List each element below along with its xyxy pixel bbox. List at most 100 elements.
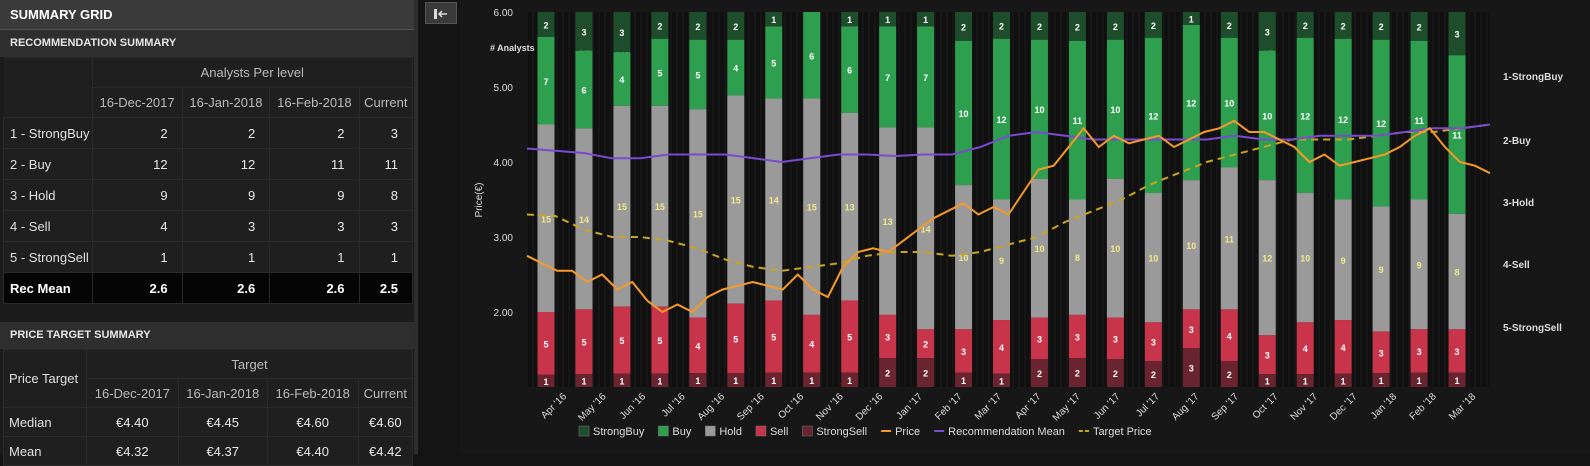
bar-segment-hold: [955, 185, 973, 330]
y-tick-label: 2.00: [494, 308, 514, 319]
bar-value-label: 4: [1341, 343, 1346, 353]
cell: 12: [91, 148, 183, 180]
table-row: 5 - StrongSell 1 1 1 1: [3, 241, 414, 273]
row-label: 4 - Sell: [3, 210, 93, 242]
bar-segment-buy: [917, 26, 935, 128]
bar-value-label: 13: [845, 203, 855, 213]
panel-title: SUMMARY GRID: [0, 0, 414, 30]
cell: €4.32: [86, 436, 179, 466]
bar-value-label: 1: [1455, 376, 1460, 386]
cell: €4.40: [86, 407, 179, 437]
row-label: 2 - Buy: [3, 148, 93, 180]
bar-segment-buy: [1144, 37, 1162, 194]
cell: 2.6: [91, 272, 183, 304]
bar-value-label: 2: [695, 22, 700, 32]
bar-value-label: 12: [1338, 115, 1348, 125]
bar-segment-hold: [1258, 180, 1276, 336]
recommendation-mean-line: [526, 123, 1491, 164]
bar-value-label: 10: [1110, 105, 1120, 115]
row-label: 3 - Hold: [3, 179, 93, 211]
bar-value-label: 12: [1376, 119, 1386, 129]
collapse-left-button[interactable]: [425, 2, 457, 24]
bar-value-label: 15: [541, 214, 551, 224]
bar-segment-sell: [1144, 322, 1162, 362]
bar-segment-sell: [803, 314, 821, 373]
bar-value-label: 2: [923, 369, 928, 379]
rec-col-header: Current: [358, 87, 414, 118]
bar-segment-strongsell: [1106, 359, 1124, 387]
bar-value-label: 5: [771, 333, 776, 343]
bar-segment-buy: [841, 26, 859, 113]
recommendation-table: Analysts Per level 16-Dec-2017 16-Jan-20…: [3, 57, 414, 304]
bar-segment-sell: [917, 329, 935, 359]
bar-value-label: 1: [733, 376, 738, 386]
bar-value-label: 3: [581, 27, 586, 37]
x-tick-label: Jun '17: [1092, 391, 1123, 422]
bar-value-label: 1: [543, 377, 548, 387]
bar-segment-sell: [1220, 309, 1238, 362]
bar-segment-strongbuy: [879, 12, 897, 27]
bar-segment-strongsell: [1296, 374, 1314, 387]
bar-segment-strongsell: [537, 374, 555, 387]
bar-segment-buy: [575, 50, 593, 129]
bar-value-label: 2: [961, 22, 966, 32]
bar-value-label: 14: [769, 196, 779, 206]
x-tick-label: Dec '16: [854, 391, 886, 423]
right-level-label: 4-Sell: [1503, 260, 1530, 271]
cell: €4.42: [357, 436, 414, 466]
bar-segment-strongsell: [1068, 358, 1086, 387]
bar-value-label: 2: [1037, 22, 1042, 32]
bar-segment-sell: [1334, 320, 1352, 374]
bar-segment-hold: [765, 98, 783, 301]
bar-segment-buy: [613, 52, 631, 106]
bar-value-label: 10: [1224, 99, 1234, 109]
pt-col-header: 16-Feb-2018: [266, 378, 359, 408]
bar-segment-strongbuy: [1144, 12, 1162, 38]
price-target-summary-header: PRICE TARGET SUMMARY: [0, 322, 414, 349]
legend-label: StrongBuy: [593, 426, 645, 438]
bar-segment-hold: [1068, 199, 1086, 315]
bar-segment-sell: [689, 317, 707, 374]
cell: 2.6: [181, 272, 271, 304]
bar-segment-strongsell: [1372, 373, 1390, 387]
bar-segment-hold: [1372, 206, 1390, 332]
x-tick-label: Sep '17: [1210, 391, 1242, 423]
bar-value-label: 1: [657, 376, 662, 386]
bar-value-label: 1: [581, 377, 586, 387]
bar-segment-hold: [1144, 193, 1162, 323]
bar-segment-strongsell: [689, 373, 707, 387]
bar-segment-sell: [1296, 322, 1314, 375]
bar-segment-strongsell: [1220, 361, 1238, 387]
bar-segment-strongbuy: [651, 12, 669, 39]
panel-splitter[interactable]: [414, 0, 418, 454]
bar-value-label: 4: [1227, 331, 1232, 341]
bar-value-label: 1: [999, 376, 1004, 386]
bar-value-label: 2: [1227, 21, 1232, 31]
cell: 4: [91, 210, 183, 242]
bar-segment-strongsell: [651, 373, 669, 387]
x-tick-label: Aug '17: [1170, 391, 1202, 423]
bar-value-label: 10: [1262, 111, 1272, 121]
bar-value-label: 1: [1303, 377, 1308, 387]
bar-segment-sell: [575, 309, 593, 375]
collapse-left-icon: [434, 8, 447, 19]
cell: 9: [181, 179, 271, 211]
bar-segment-hold: [841, 112, 859, 301]
bar-segment-sell: [955, 329, 973, 373]
bar-value-label: 5: [657, 336, 662, 346]
bar-value-label: 8: [1455, 268, 1460, 278]
bar-value-label: 2: [1417, 22, 1422, 32]
bar-segment-buy: [1448, 55, 1466, 214]
bar-value-label: 2: [1303, 21, 1308, 31]
bar-segment-sell: [1448, 329, 1466, 373]
bar-value-label: 3: [1455, 347, 1460, 357]
bar-value-label: 1: [1417, 376, 1422, 386]
bar-segment-strongsell: [917, 358, 935, 387]
bar-segment-strongbuy: [1106, 12, 1124, 40]
bar-segment-hold: [689, 109, 707, 318]
bar-segment-strongbuy: [727, 12, 745, 40]
bar-value-label: 3: [1151, 338, 1156, 348]
bar-value-label: 1: [1341, 376, 1346, 386]
right-level-label: 5-StrongSell: [1503, 323, 1562, 334]
bar-segment-strongsell: [879, 358, 897, 387]
